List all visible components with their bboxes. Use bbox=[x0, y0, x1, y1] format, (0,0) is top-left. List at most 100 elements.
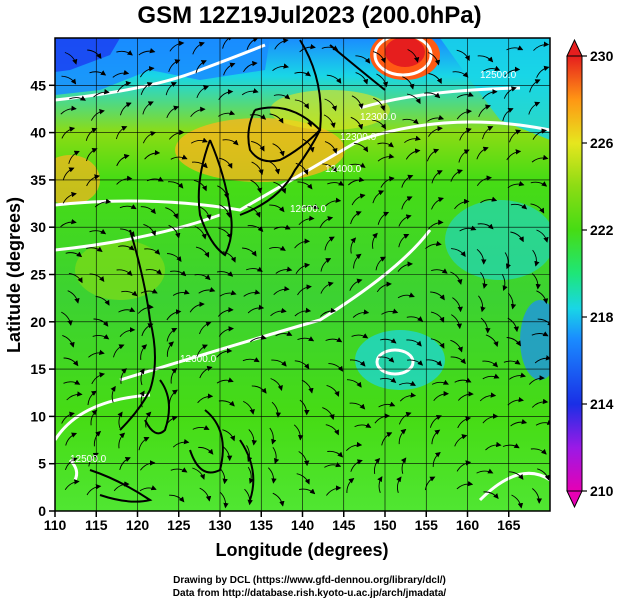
streamline-arrow bbox=[510, 231, 524, 243]
streamline-arrow bbox=[502, 443, 520, 449]
streamline-arrow bbox=[431, 429, 441, 445]
streamline-arrow bbox=[531, 331, 549, 337]
streamline-arrow bbox=[401, 196, 413, 210]
streamline-arrow bbox=[349, 278, 363, 291]
streamline-arrow bbox=[509, 372, 526, 380]
colorbar-tick-label: 214 bbox=[590, 396, 614, 412]
streamline-arrow bbox=[399, 392, 417, 402]
streamline-arrow bbox=[372, 190, 385, 204]
streamline-arrow bbox=[217, 307, 234, 317]
streamline-arrow bbox=[350, 211, 362, 225]
streamline-arrow bbox=[273, 181, 287, 194]
streamline-arrow bbox=[61, 126, 76, 139]
streamline-arrow bbox=[217, 271, 234, 277]
streamline-arrow bbox=[456, 49, 470, 62]
streamline-arrow bbox=[247, 466, 255, 484]
streamline-arrow bbox=[222, 38, 234, 49]
streamline-arrow bbox=[379, 338, 397, 344]
streamline-arrow bbox=[297, 336, 315, 342]
streamline-arrow bbox=[537, 468, 550, 481]
x-axis-label: Longitude (degrees) bbox=[215, 540, 388, 560]
streamline-arrow bbox=[529, 79, 541, 93]
streamline-arrow bbox=[404, 135, 421, 143]
streamline-arrow bbox=[400, 457, 407, 474]
streamline-arrow bbox=[459, 127, 472, 141]
streamline-arrow bbox=[427, 219, 444, 230]
streamline-arrow bbox=[216, 348, 233, 358]
streamline-arrow bbox=[197, 393, 214, 404]
streamline-arrow bbox=[63, 357, 79, 367]
streamline-arrow bbox=[327, 450, 344, 458]
streamline-arrow bbox=[351, 193, 366, 206]
streamline-arrow bbox=[166, 105, 180, 119]
streamline-arrow bbox=[146, 176, 164, 182]
streamline-arrow bbox=[376, 281, 392, 293]
streamline-arrow bbox=[222, 139, 239, 146]
streamline-arrow bbox=[251, 385, 267, 394]
streamline-arrow bbox=[67, 290, 80, 304]
streamline-arrow bbox=[248, 429, 258, 446]
streamline-arrow bbox=[323, 114, 336, 129]
streamline-arrow bbox=[533, 41, 550, 51]
streamline-arrow bbox=[507, 292, 517, 310]
streamline-arrow bbox=[164, 415, 178, 429]
streamline-arrow bbox=[355, 55, 371, 64]
streamline-arrow bbox=[168, 224, 181, 239]
streamline-arrow bbox=[219, 290, 237, 297]
x-tick-label: 110 bbox=[44, 517, 67, 533]
streamline-arrow bbox=[267, 467, 277, 484]
streamline-arrow bbox=[242, 357, 260, 363]
streamline-arrow bbox=[243, 60, 258, 73]
streamline-arrow bbox=[61, 311, 73, 326]
credit-drawing: Drawing by DCL (https://www.gfd-dennou.o… bbox=[173, 575, 446, 586]
streamline-arrow bbox=[377, 141, 394, 148]
streamline-arrow bbox=[320, 258, 332, 272]
streamline-arrow bbox=[65, 251, 83, 258]
streamline-arrow bbox=[199, 487, 212, 502]
streamline-arrow bbox=[479, 392, 497, 402]
streamline-arrow bbox=[242, 247, 257, 257]
streamline-arrow bbox=[482, 373, 500, 380]
streamline-arrow bbox=[62, 167, 75, 181]
streamline-arrow bbox=[86, 174, 100, 187]
streamline-arrow bbox=[377, 211, 390, 225]
streamline-arrow bbox=[64, 52, 78, 65]
contour-label: 12600.0 bbox=[180, 354, 217, 365]
streamline-arrow bbox=[274, 38, 289, 50]
streamline-arrow bbox=[431, 268, 448, 274]
streamline-arrow bbox=[377, 476, 383, 493]
contour-label: 12600.0 bbox=[290, 204, 327, 215]
colorbar: 210 214 218 222 226 230 bbox=[566, 38, 614, 509]
streamline-arrow bbox=[117, 411, 123, 429]
streamline-arrow bbox=[272, 63, 289, 72]
streamline-arrow bbox=[480, 196, 498, 204]
streamline-arrow bbox=[89, 70, 107, 76]
streamline-arrow bbox=[426, 359, 443, 367]
streamline-arrow bbox=[196, 344, 208, 358]
streamline-arrow bbox=[373, 51, 386, 64]
streamline-arrow bbox=[536, 65, 550, 78]
streamline-arrow bbox=[222, 429, 236, 442]
streamline-arrow bbox=[398, 428, 407, 445]
streamline-arrow bbox=[430, 291, 445, 301]
streamline-arrow bbox=[189, 301, 205, 313]
streamline-arrow bbox=[138, 48, 156, 56]
streamline-arrow bbox=[120, 368, 127, 384]
streamline-arrow bbox=[195, 60, 207, 74]
streamline-arrow bbox=[536, 290, 549, 304]
streamline-arrow bbox=[165, 82, 177, 96]
streamline-arrow bbox=[89, 228, 107, 235]
streamline-arrow bbox=[140, 344, 148, 360]
y-tick-label: 45 bbox=[30, 77, 46, 93]
streamline-arrow bbox=[397, 292, 415, 299]
streamline-arrow bbox=[142, 131, 157, 144]
streamline-arrow bbox=[398, 214, 412, 227]
streamline-arrow bbox=[170, 367, 178, 384]
streamline-arrow bbox=[273, 93, 291, 100]
streamline-arrow bbox=[91, 372, 105, 385]
x-tick-label: 140 bbox=[291, 517, 315, 533]
contour-label-group: 12300.0 12300.0 12400.0 12600.0 12600.0 … bbox=[70, 70, 517, 465]
streamline-arrow bbox=[190, 106, 206, 118]
streamline-arrow bbox=[350, 459, 363, 472]
streamline-arrow bbox=[476, 248, 487, 265]
